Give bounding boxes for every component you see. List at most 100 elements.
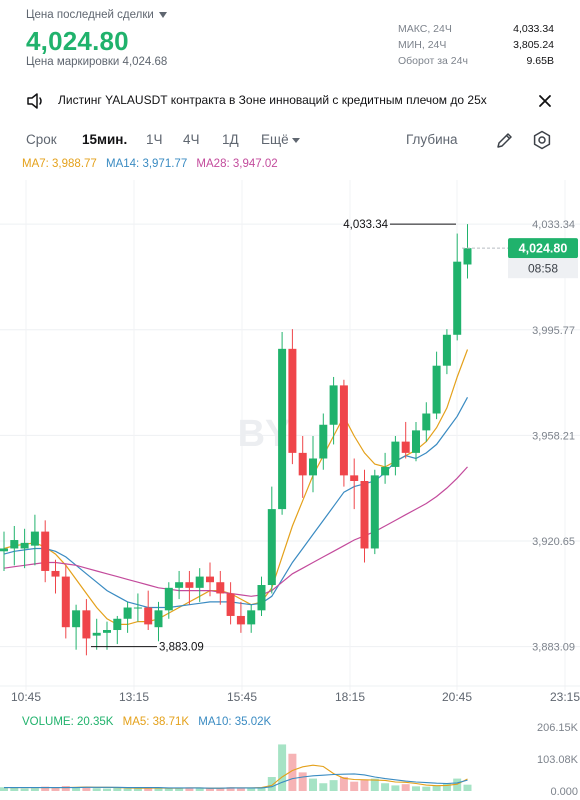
volume-ma10: MA10: 35.02K xyxy=(198,716,272,728)
candle-up xyxy=(20,542,29,549)
volume-bar xyxy=(463,784,472,791)
ma-lines xyxy=(3,349,469,626)
candle-down xyxy=(185,582,194,588)
chart-toolbar: Срок 15мин. 1Ч 4Ч 1Д Ещё Глубина xyxy=(0,127,580,155)
ma7-legend: MA7: 3,988.77 xyxy=(22,158,97,170)
volume-ma5: MA5: 38.71K xyxy=(122,716,190,728)
tab-4h[interactable]: 4Ч xyxy=(183,132,200,147)
volume-tick-label: 103.08K xyxy=(537,754,579,766)
candle-up xyxy=(432,365,441,414)
caret-down-icon xyxy=(291,137,300,143)
volume-bar xyxy=(236,788,245,791)
announcement-banner[interactable]: Листинг YALAUSDT контракта в Зоне иннова… xyxy=(0,86,580,116)
stat-row-turnover: Оборот за 24ч 9.65B xyxy=(398,55,554,71)
tab-15min[interactable]: 15мин. xyxy=(82,132,128,147)
candle-up xyxy=(0,548,8,552)
last-price-selector[interactable]: Цена последней сделки xyxy=(26,9,167,21)
caret-down-icon xyxy=(158,12,167,18)
volume-bar xyxy=(206,788,214,791)
ma28-line xyxy=(3,466,468,597)
candle-up xyxy=(154,610,163,628)
stat-high-label: МАКС, 24Ч xyxy=(398,23,452,35)
volume-bar xyxy=(370,778,379,791)
price-axis: 4,033.34 3,995.77 3,958.21 3,920.65 3,883.09 xyxy=(532,219,575,653)
volume-bar xyxy=(247,787,256,791)
low-annotation: 3,883.09 xyxy=(159,642,204,654)
candle-up xyxy=(278,348,287,510)
high-annotation: 4,033.34 xyxy=(343,219,388,231)
pencil-icon[interactable] xyxy=(494,129,516,151)
candle-up xyxy=(195,576,204,588)
volume-bar xyxy=(144,787,153,791)
candle-up xyxy=(123,607,132,619)
volume-bar xyxy=(267,777,276,791)
settings-icon[interactable] xyxy=(531,129,553,151)
price-tick-label: 3,995.77 xyxy=(532,325,575,337)
stat-high-value: 4,033.34 xyxy=(513,23,554,35)
tab-1d[interactable]: 1Д xyxy=(222,132,239,147)
volume-panel xyxy=(0,744,472,791)
ma14-legend: MA14: 3,971.77 xyxy=(106,158,188,170)
volume-bar xyxy=(319,783,328,791)
volume-bar xyxy=(30,788,39,791)
candle-down xyxy=(61,576,70,628)
stats-24h: МАКС, 24Ч 4,033.34 МИН, 24Ч 3,805.24 Обо… xyxy=(398,23,554,71)
volume-bar xyxy=(0,787,8,791)
candle-up xyxy=(257,585,266,611)
candle-up xyxy=(175,582,184,588)
current-price-tag xyxy=(508,238,578,259)
tab-1h[interactable]: 1Ч xyxy=(146,132,163,147)
candle-up xyxy=(72,610,81,628)
tab-more-label: Ещё xyxy=(261,132,289,147)
volume-bar xyxy=(339,777,348,791)
tab-more[interactable]: Ещё xyxy=(261,132,300,147)
volume-bar xyxy=(422,786,431,791)
candle-down xyxy=(216,582,225,594)
ma7-line xyxy=(3,349,469,626)
volume-bar xyxy=(278,744,287,791)
candle-down xyxy=(82,610,91,639)
volume-bar xyxy=(185,787,194,791)
candles xyxy=(0,224,472,656)
time-tick-label: 23:15 xyxy=(550,690,580,704)
volume-bar xyxy=(113,787,122,791)
volume-bar xyxy=(350,781,359,791)
volume-bar xyxy=(442,783,451,791)
candle-up xyxy=(103,630,111,633)
candle-up xyxy=(329,385,338,425)
ma14-line xyxy=(3,397,469,609)
volume-bar xyxy=(257,787,266,791)
stat-low-value: 3,805.24 xyxy=(513,39,554,51)
candle-up xyxy=(391,441,400,467)
volume-bar xyxy=(432,786,441,791)
depth-button[interactable]: Глубина xyxy=(406,132,458,147)
volume-bar xyxy=(20,788,29,791)
volume-bar xyxy=(164,788,173,791)
candle-up xyxy=(319,424,328,459)
volume-bar xyxy=(41,786,50,791)
candle-up xyxy=(133,607,142,609)
volume-bar xyxy=(175,788,184,791)
volume-bar xyxy=(288,753,297,791)
banner-text[interactable]: Листинг YALAUSDT контракта в Зоне иннова… xyxy=(58,93,487,107)
volume-bar xyxy=(92,788,101,791)
candle-down xyxy=(401,441,410,453)
candle-up xyxy=(412,430,420,453)
volume-bar xyxy=(123,788,132,791)
tab-period[interactable]: Срок xyxy=(26,132,57,147)
volume-bar xyxy=(133,788,142,791)
candle-down xyxy=(144,607,153,625)
stat-turnover-label: Оборот за 24ч xyxy=(398,55,468,67)
price-tick-label: 4,033.34 xyxy=(532,219,575,231)
volume-ma5-line xyxy=(4,764,468,789)
candle-down xyxy=(339,385,348,476)
volume-bar xyxy=(154,787,163,791)
stat-row-low: МИН, 24Ч 3,805.24 xyxy=(398,39,554,55)
volume-bar xyxy=(453,778,462,791)
candle-up xyxy=(463,248,472,265)
volume-bar xyxy=(51,787,60,791)
volume-bar xyxy=(391,785,400,791)
candle-down xyxy=(350,475,359,481)
close-icon[interactable] xyxy=(536,92,554,110)
